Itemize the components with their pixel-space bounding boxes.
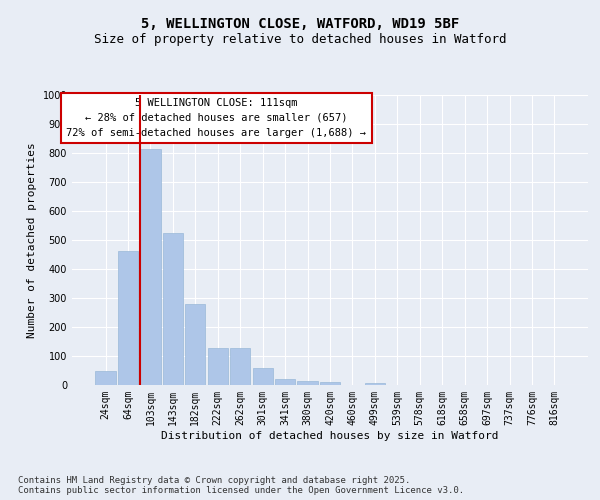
Text: 5, WELLINGTON CLOSE, WATFORD, WD19 5BF: 5, WELLINGTON CLOSE, WATFORD, WD19 5BF: [141, 18, 459, 32]
Bar: [253, 368, 273, 385]
Bar: [230, 348, 250, 385]
Text: Contains HM Land Registry data © Crown copyright and database right 2025.
Contai: Contains HM Land Registry data © Crown c…: [18, 476, 464, 495]
Text: 5 WELLINGTON CLOSE: 111sqm
← 28% of detached houses are smaller (657)
72% of sem: 5 WELLINGTON CLOSE: 111sqm ← 28% of deta…: [67, 98, 367, 138]
Bar: [95, 372, 116, 385]
Bar: [163, 233, 183, 385]
Bar: [365, 383, 385, 385]
Text: Size of property relative to detached houses in Watford: Size of property relative to detached ho…: [94, 32, 506, 46]
Bar: [140, 148, 161, 385]
Bar: [208, 348, 228, 385]
Bar: [298, 381, 317, 385]
Bar: [185, 304, 205, 385]
X-axis label: Distribution of detached houses by size in Watford: Distribution of detached houses by size …: [161, 430, 499, 440]
Bar: [275, 379, 295, 385]
Bar: [320, 382, 340, 385]
Y-axis label: Number of detached properties: Number of detached properties: [27, 142, 37, 338]
Bar: [118, 251, 138, 385]
